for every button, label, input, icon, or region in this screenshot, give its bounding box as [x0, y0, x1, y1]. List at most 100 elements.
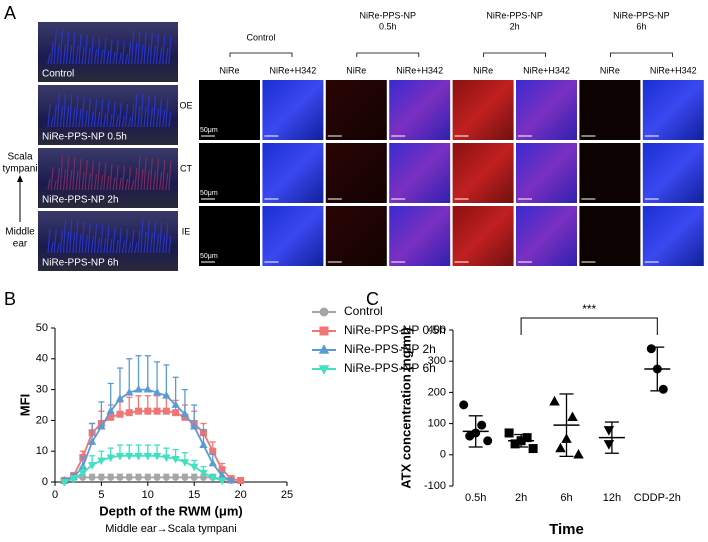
marker	[658, 384, 668, 394]
x-axis-label: Depth of the RWM (μm)	[99, 503, 242, 518]
marker	[69, 476, 78, 484]
marker	[115, 452, 125, 461]
x-tick-label: 6h	[560, 492, 572, 504]
stack-texture	[81, 96, 85, 128]
micrograph	[516, 80, 577, 140]
stack-texture	[106, 100, 110, 128]
panel-label: B	[4, 289, 16, 309]
group-header: Control	[246, 32, 275, 42]
stack-texture	[103, 112, 107, 128]
stack-texture	[165, 222, 169, 254]
stack-texture	[75, 45, 79, 65]
stack-texture	[143, 231, 147, 254]
marker	[237, 476, 245, 484]
stack-texture	[84, 109, 88, 128]
marker	[97, 457, 106, 466]
stack-texture	[97, 236, 101, 254]
marker	[504, 428, 514, 438]
legend-label: Control	[344, 304, 383, 318]
marker	[172, 409, 180, 417]
panel-label: A	[4, 3, 16, 23]
stack-texture	[109, 163, 113, 191]
stack-texture	[134, 242, 138, 254]
stack-texture	[115, 239, 119, 254]
marker	[135, 473, 143, 481]
marker	[181, 473, 189, 481]
y-axis-label: MFI	[17, 394, 32, 416]
stack-texture	[81, 221, 85, 254]
stack-texture	[56, 167, 60, 191]
column-label: NiRe+H342	[270, 65, 317, 75]
marker	[134, 452, 143, 461]
marker	[143, 384, 152, 393]
stack-texture	[124, 228, 129, 254]
stack-texture	[93, 48, 98, 65]
significance-label: ***	[582, 302, 596, 316]
micrograph	[579, 143, 641, 203]
micrograph	[389, 143, 451, 203]
stack-texture	[56, 92, 60, 128]
stack-texture	[47, 178, 51, 191]
marker	[180, 459, 190, 467]
stack-texture	[81, 171, 85, 191]
stack-texture	[162, 109, 166, 128]
column-label: NiRe+H342	[396, 65, 443, 75]
stack-texture	[149, 157, 153, 191]
legend-label: NiRe-PPS-NP 6h	[344, 361, 436, 375]
group-bracket	[610, 52, 673, 57]
side-label: Middle	[5, 227, 35, 238]
stack-texture	[146, 94, 150, 128]
marker	[318, 365, 330, 375]
arrow-head	[17, 175, 23, 182]
stack-texture	[56, 242, 60, 254]
stack-texture	[168, 160, 172, 191]
stack-texture	[140, 43, 144, 65]
marker	[125, 452, 134, 461]
marker	[217, 477, 227, 486]
y-tick-label: -100	[424, 480, 446, 492]
stack-texture	[97, 161, 101, 191]
stack-texture	[100, 174, 104, 191]
marker	[227, 475, 236, 484]
micrograph	[579, 80, 641, 140]
micrograph	[262, 143, 324, 203]
stack-texture	[93, 98, 98, 128]
y-tick-label: 40	[36, 353, 48, 365]
stack-texture	[106, 225, 110, 254]
stack-texture	[87, 47, 91, 65]
marker	[144, 407, 152, 415]
stack-texture	[50, 241, 54, 254]
stack-texture	[124, 53, 129, 65]
y-tick-label: 300	[428, 355, 446, 367]
stack-texture	[155, 158, 160, 191]
stack-texture	[93, 173, 98, 191]
marker	[459, 400, 469, 410]
micrograph	[325, 143, 387, 203]
micrograph	[642, 80, 704, 140]
stack-label: Control	[42, 69, 74, 80]
column-label: NiRe	[473, 65, 493, 75]
marker	[97, 473, 105, 481]
stack-texture	[66, 31, 70, 65]
stack-texture	[53, 29, 57, 65]
x-tick-label: 25	[281, 489, 293, 501]
stack-texture	[84, 159, 88, 191]
marker	[180, 409, 190, 418]
stack-texture	[140, 218, 144, 254]
stack-texture	[168, 110, 172, 128]
stack-texture	[162, 234, 166, 254]
group-header: NiRe-PPS-NP	[486, 10, 543, 20]
micrograph	[452, 143, 514, 203]
micrograph	[389, 206, 451, 266]
micrograph	[262, 206, 324, 266]
stack-texture	[128, 166, 132, 191]
column-label: NiRe+H342	[523, 65, 570, 75]
marker	[116, 473, 124, 481]
x-tick-label: CDDP-2h	[634, 492, 681, 504]
row-label: IE	[182, 226, 191, 236]
group-header: 6h	[636, 21, 646, 31]
marker	[171, 400, 180, 408]
stack-texture	[165, 47, 169, 65]
stack-texture	[90, 160, 94, 191]
marker	[87, 462, 97, 470]
